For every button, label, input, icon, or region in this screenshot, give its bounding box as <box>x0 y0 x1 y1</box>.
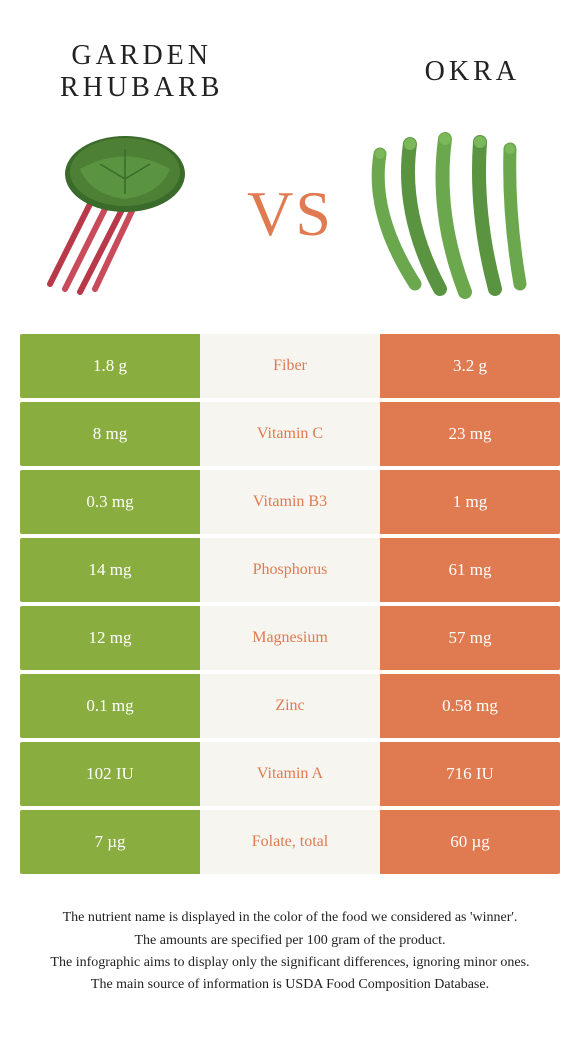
footer-notes: The nutrient name is displayed in the co… <box>0 878 580 995</box>
table-row: 1.8 gFiber3.2 g <box>20 334 560 398</box>
footer-line: The amounts are specified per 100 gram o… <box>40 931 540 951</box>
rhubarb-image <box>30 124 230 304</box>
nutrient-table: 1.8 gFiber3.2 g8 mgVitamin C23 mg0.3 mgV… <box>0 334 580 874</box>
right-value: 60 µg <box>380 810 560 874</box>
images-row: VS <box>0 124 580 334</box>
table-row: 8 mgVitamin C23 mg <box>20 402 560 466</box>
right-food-title: Okra <box>425 56 520 88</box>
table-row: 102 IUVitamin A716 IU <box>20 742 560 806</box>
right-value: 716 IU <box>380 742 560 806</box>
footer-line: The infographic aims to display only the… <box>40 953 540 973</box>
nutrient-name: Fiber <box>200 334 380 398</box>
vs-label: VS <box>247 177 333 251</box>
right-value: 0.58 mg <box>380 674 560 738</box>
right-value: 61 mg <box>380 538 560 602</box>
nutrient-name: Phosphorus <box>200 538 380 602</box>
nutrient-name: Vitamin B3 <box>200 470 380 534</box>
table-row: 0.1 mgZinc0.58 mg <box>20 674 560 738</box>
right-value: 23 mg <box>380 402 560 466</box>
footer-line: The main source of information is USDA F… <box>40 975 540 995</box>
left-value: 0.3 mg <box>20 470 200 534</box>
okra-image <box>350 124 550 304</box>
table-row: 12 mgMagnesium57 mg <box>20 606 560 670</box>
right-value: 3.2 g <box>380 334 560 398</box>
table-row: 7 µgFolate, total60 µg <box>20 810 560 874</box>
right-value: 57 mg <box>380 606 560 670</box>
left-value: 7 µg <box>20 810 200 874</box>
left-value: 14 mg <box>20 538 200 602</box>
header: Garden rhubarb Okra <box>0 0 580 124</box>
nutrient-name: Vitamin A <box>200 742 380 806</box>
left-value: 1.8 g <box>20 334 200 398</box>
right-value: 1 mg <box>380 470 560 534</box>
nutrient-name: Vitamin C <box>200 402 380 466</box>
nutrient-name: Zinc <box>200 674 380 738</box>
footer-line: The nutrient name is displayed in the co… <box>40 908 540 928</box>
nutrient-name: Magnesium <box>200 606 380 670</box>
left-value: 102 IU <box>20 742 200 806</box>
nutrient-name: Folate, total <box>200 810 380 874</box>
left-value: 0.1 mg <box>20 674 200 738</box>
left-value: 12 mg <box>20 606 200 670</box>
table-row: 0.3 mgVitamin B31 mg <box>20 470 560 534</box>
left-food-title: Garden rhubarb <box>60 40 223 104</box>
left-value: 8 mg <box>20 402 200 466</box>
table-row: 14 mgPhosphorus61 mg <box>20 538 560 602</box>
